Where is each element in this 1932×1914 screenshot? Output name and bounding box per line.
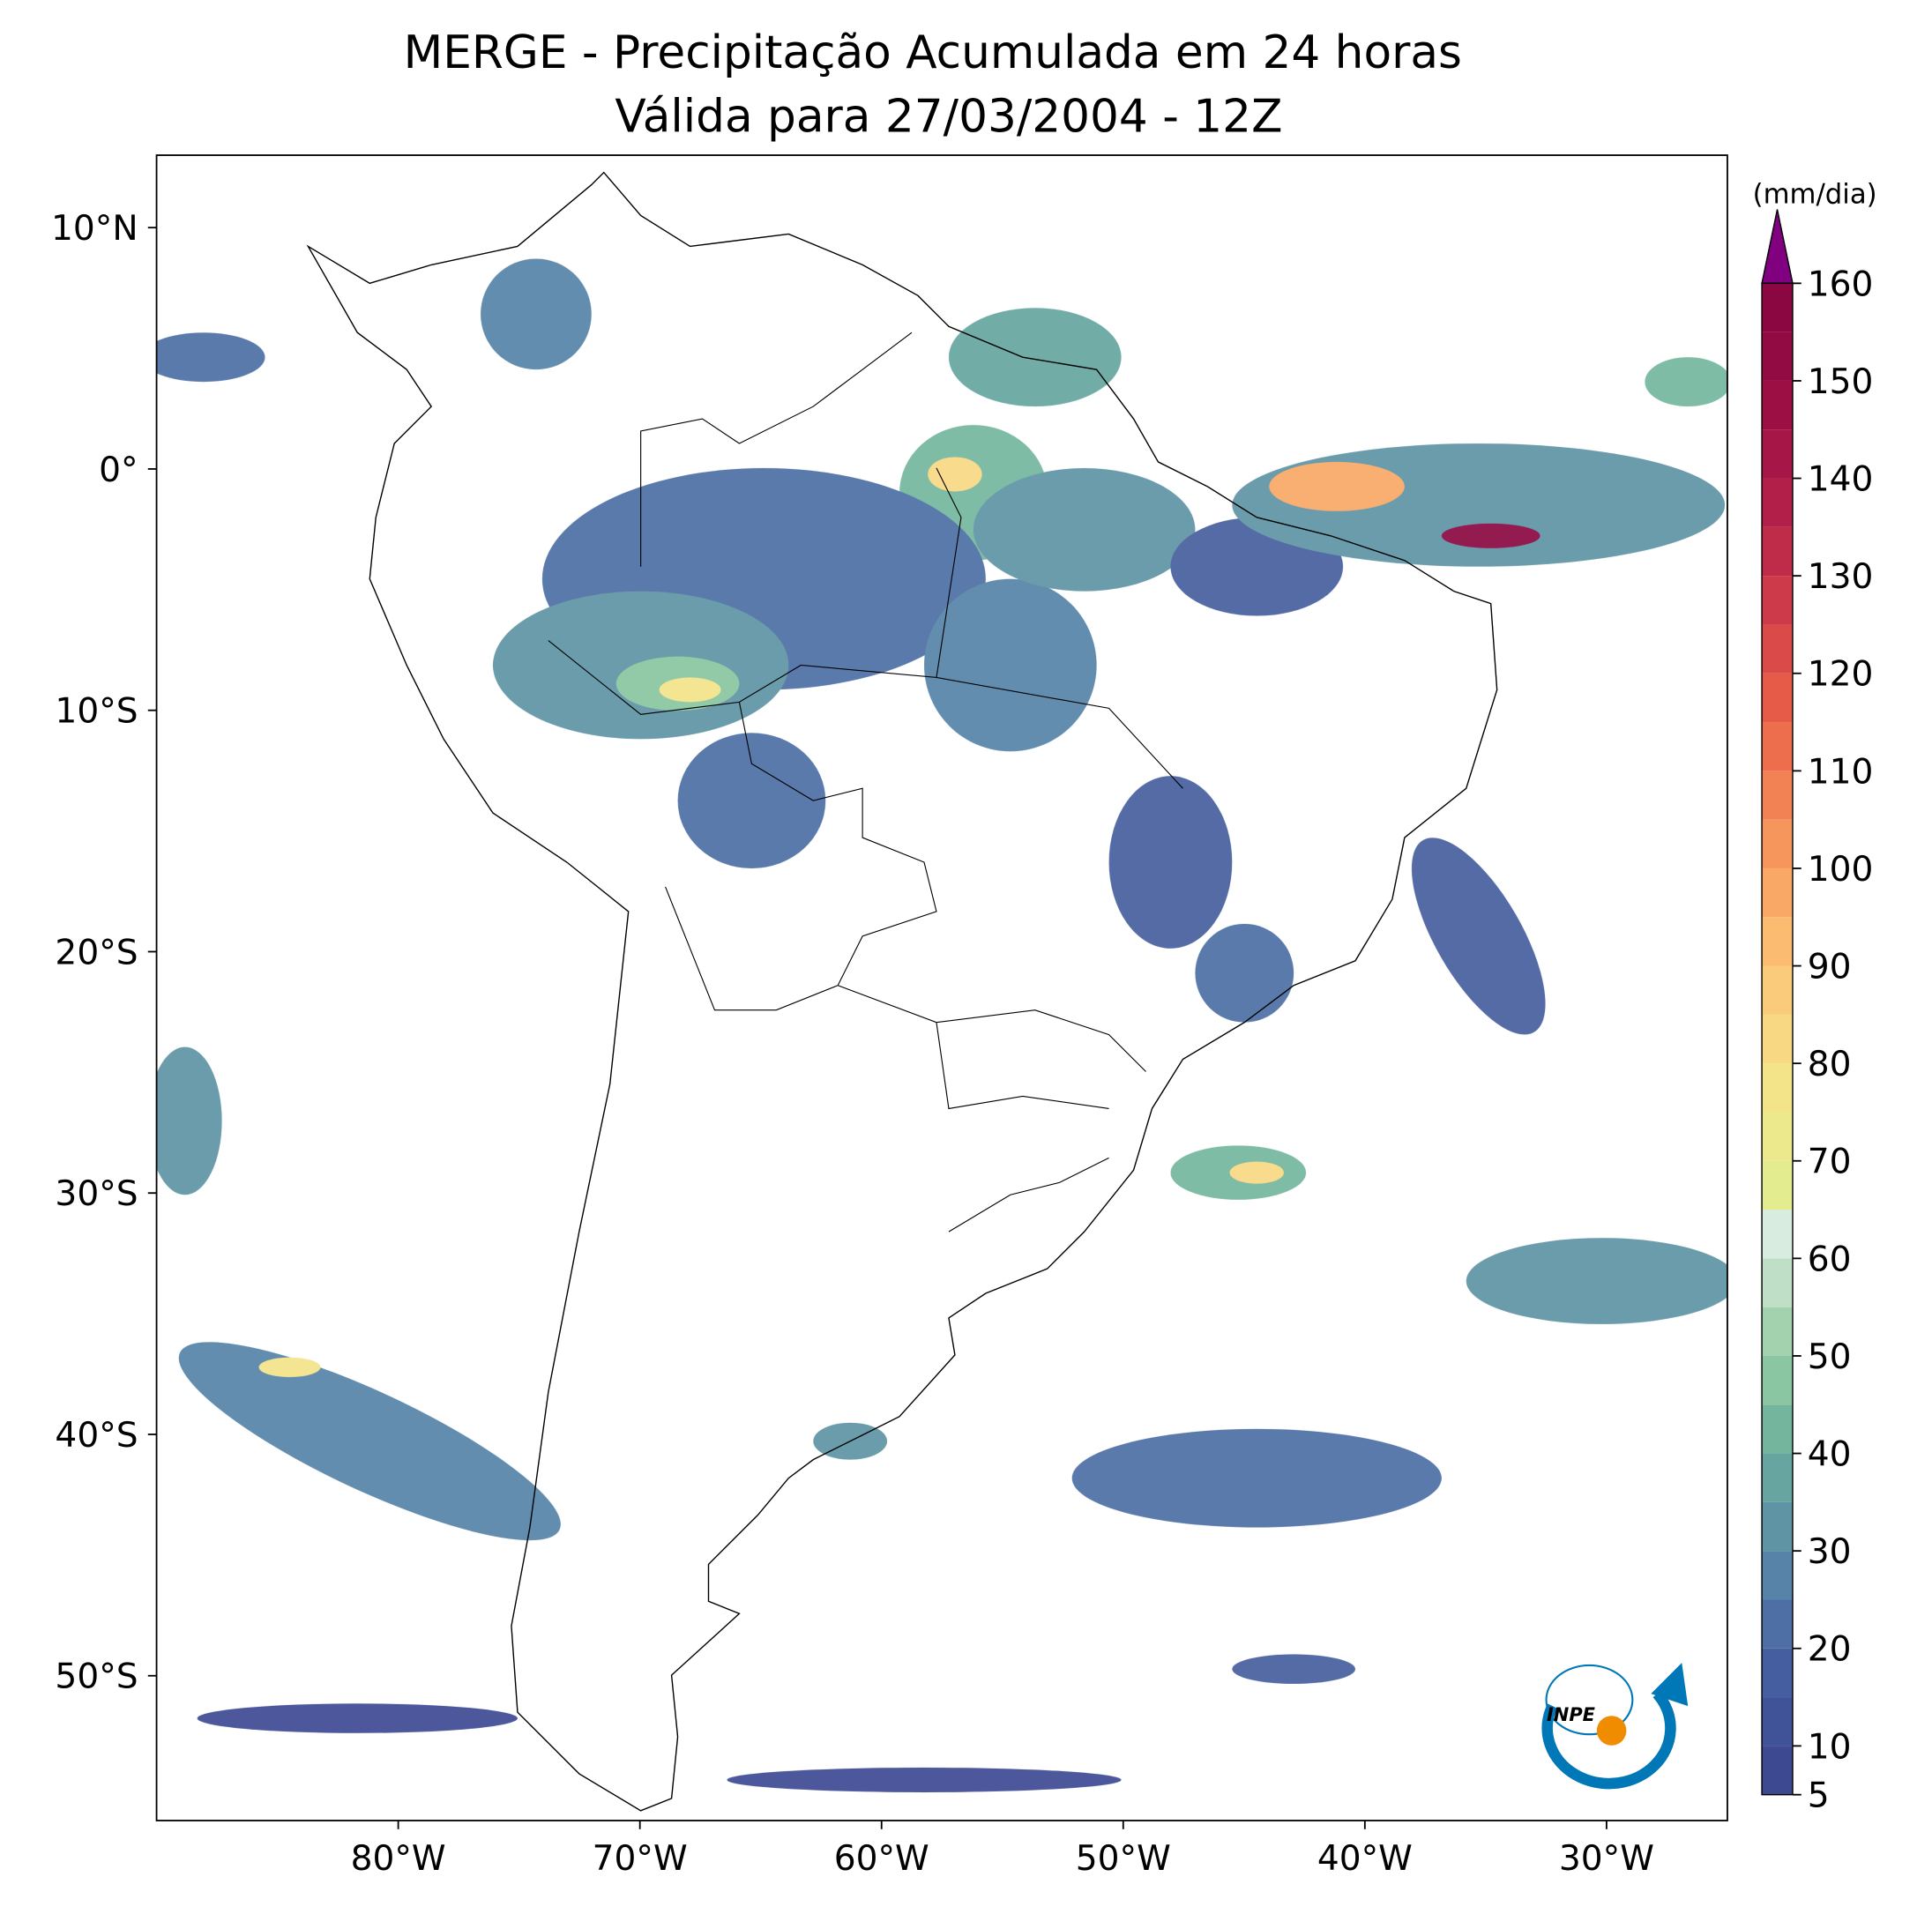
colorbar-tick-label: 90 (1808, 948, 1852, 987)
colorbar-band (1762, 1014, 1793, 1064)
colorbar-band (1762, 1551, 1793, 1600)
colorbar-band (1762, 1307, 1793, 1356)
map-title: MERGE - Precipitação Acumulada em 24 hor… (404, 26, 1462, 79)
y-tick-label: 10°S (55, 692, 138, 732)
colorbar-band (1762, 380, 1793, 430)
colorbar-band (1762, 673, 1793, 723)
colorbar-tick-label: 80 (1808, 1045, 1852, 1084)
colorbar-band (1762, 722, 1793, 771)
colorbar-band (1762, 1501, 1793, 1552)
colorbar-band (1762, 771, 1793, 820)
colorbar-band (1762, 1648, 1793, 1698)
colorbar-tick-label: 140 (1808, 460, 1874, 500)
colorbar-band (1762, 1453, 1793, 1502)
colorbar-band (1762, 283, 1793, 332)
colorbar-band (1762, 1063, 1793, 1113)
y-tick-label: 40°S (55, 1416, 138, 1456)
colorbar-band (1762, 526, 1793, 577)
colorbar-tick-label: 160 (1808, 264, 1874, 304)
colorbar-band (1762, 1746, 1793, 1795)
colorbar-band (1762, 1258, 1793, 1307)
colorbar-band (1762, 478, 1793, 527)
colorbar-tick-label: 60 (1808, 1240, 1852, 1279)
borders (548, 331, 1183, 1233)
colorbar-tick-label: 40 (1808, 1435, 1852, 1475)
colorbar-tick-label: 5 (1808, 1776, 1830, 1816)
colorbar-tick-label: 10 (1808, 1727, 1852, 1767)
y-tick-label: 20°S (55, 933, 138, 972)
map-frame (155, 154, 1728, 1821)
colorbar-band (1762, 1697, 1793, 1746)
y-tick-label: 30°S (55, 1174, 138, 1214)
colorbar-frame (1761, 282, 1794, 1796)
colorbar-tick-label: 100 (1808, 850, 1874, 890)
map-subtitle: Válida para 27/03/2004 - 12Z (615, 90, 1282, 143)
colorbar-band (1762, 1210, 1793, 1259)
colorbar-band (1762, 331, 1793, 381)
colorbar-band (1762, 1404, 1793, 1454)
colorbar-band (1762, 917, 1793, 966)
colorbar-tick-label: 70 (1808, 1143, 1852, 1182)
x-tick-label: 50°W (1076, 1839, 1171, 1879)
colorbar-label: (mm/dia) (1753, 179, 1877, 211)
colorbar-tick-label: 30 (1808, 1532, 1852, 1572)
colorbar-band (1762, 1112, 1793, 1161)
x-tick-label: 60°W (834, 1839, 929, 1879)
colorbar-band (1762, 1355, 1793, 1405)
colorbar-band (1762, 819, 1793, 868)
x-tick-label: 40°W (1317, 1839, 1413, 1879)
logo-text: INPE (1547, 1704, 1596, 1725)
y-tick-label: 10°N (51, 209, 138, 249)
colorbar-tick-label: 20 (1808, 1630, 1852, 1670)
x-tick-label: 30°W (1559, 1839, 1654, 1879)
x-tick-label: 70°W (593, 1839, 688, 1879)
colorbar-tick-label: 50 (1808, 1337, 1852, 1377)
precipitation-field (156, 258, 1727, 1792)
colorbar-band (1762, 965, 1793, 1015)
inpe-logo: INPE (1541, 1663, 1689, 1790)
colorbar-tick-label: 110 (1808, 752, 1874, 792)
colorbar-extension (1761, 209, 1794, 285)
colorbar-tick-label: 130 (1808, 557, 1874, 597)
y-tick-label: 0° (99, 451, 138, 490)
colorbar-band (1762, 624, 1793, 674)
coastline (306, 171, 1498, 1812)
x-tick-label: 80°W (351, 1839, 446, 1879)
colorbar-band (1762, 1599, 1793, 1649)
colorbar-tick-label: 120 (1808, 655, 1874, 695)
y-tick-label: 50°S (55, 1657, 138, 1697)
colorbar-band (1762, 576, 1793, 625)
colorbar-tick-label: 150 (1808, 362, 1874, 402)
colorbar-band (1762, 868, 1793, 918)
colorbar-band (1762, 1160, 1793, 1210)
colorbar-band (1762, 429, 1793, 479)
